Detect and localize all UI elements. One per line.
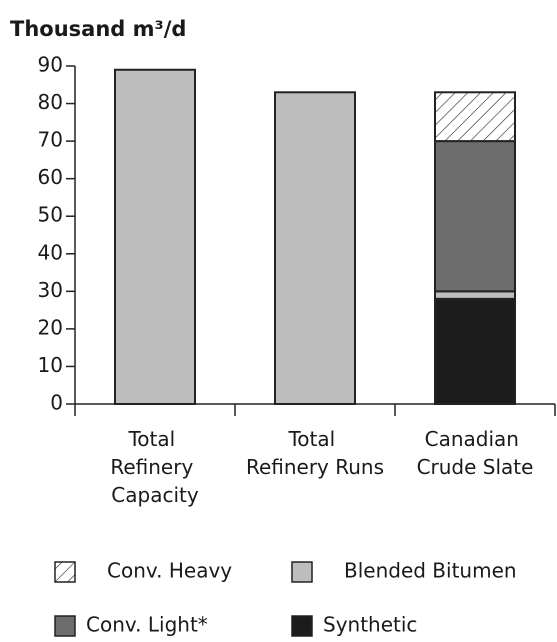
legend-swatch (291, 615, 313, 637)
legend-swatch (54, 561, 76, 583)
y-tick-label: 80 (38, 90, 63, 114)
bar (434, 297, 516, 406)
y-tick-label: 0 (50, 391, 63, 415)
legend-swatch (54, 615, 76, 637)
legend-label: Blended Bitumen (344, 559, 517, 583)
bar (114, 68, 196, 405)
y-tick-label: 30 (38, 278, 63, 302)
bar (434, 140, 516, 293)
x-tick-label: Total Refinery Capacity (110, 427, 199, 507)
legend-label: Conv. Heavy (107, 559, 232, 583)
y-tick-label: 60 (38, 165, 63, 189)
y-tick-label: 20 (38, 315, 63, 339)
y-tick-label: 50 (38, 203, 63, 227)
legend-label: Synthetic (323, 613, 417, 637)
bar (434, 290, 516, 300)
y-tick-label: 10 (38, 353, 63, 377)
x-tick-label: Total Refinery Runs (246, 427, 384, 479)
bar (434, 91, 516, 143)
bar (274, 91, 356, 406)
legend-label: Conv. Light* (86, 613, 208, 637)
chart-title: Thousand m³/d (10, 17, 186, 41)
y-tick-label: 90 (38, 53, 63, 77)
legend-swatch (291, 561, 313, 583)
y-tick-label: 70 (38, 128, 63, 152)
x-tick-label: Canadian Crude Slate (417, 427, 534, 479)
y-tick-label: 40 (38, 240, 63, 264)
